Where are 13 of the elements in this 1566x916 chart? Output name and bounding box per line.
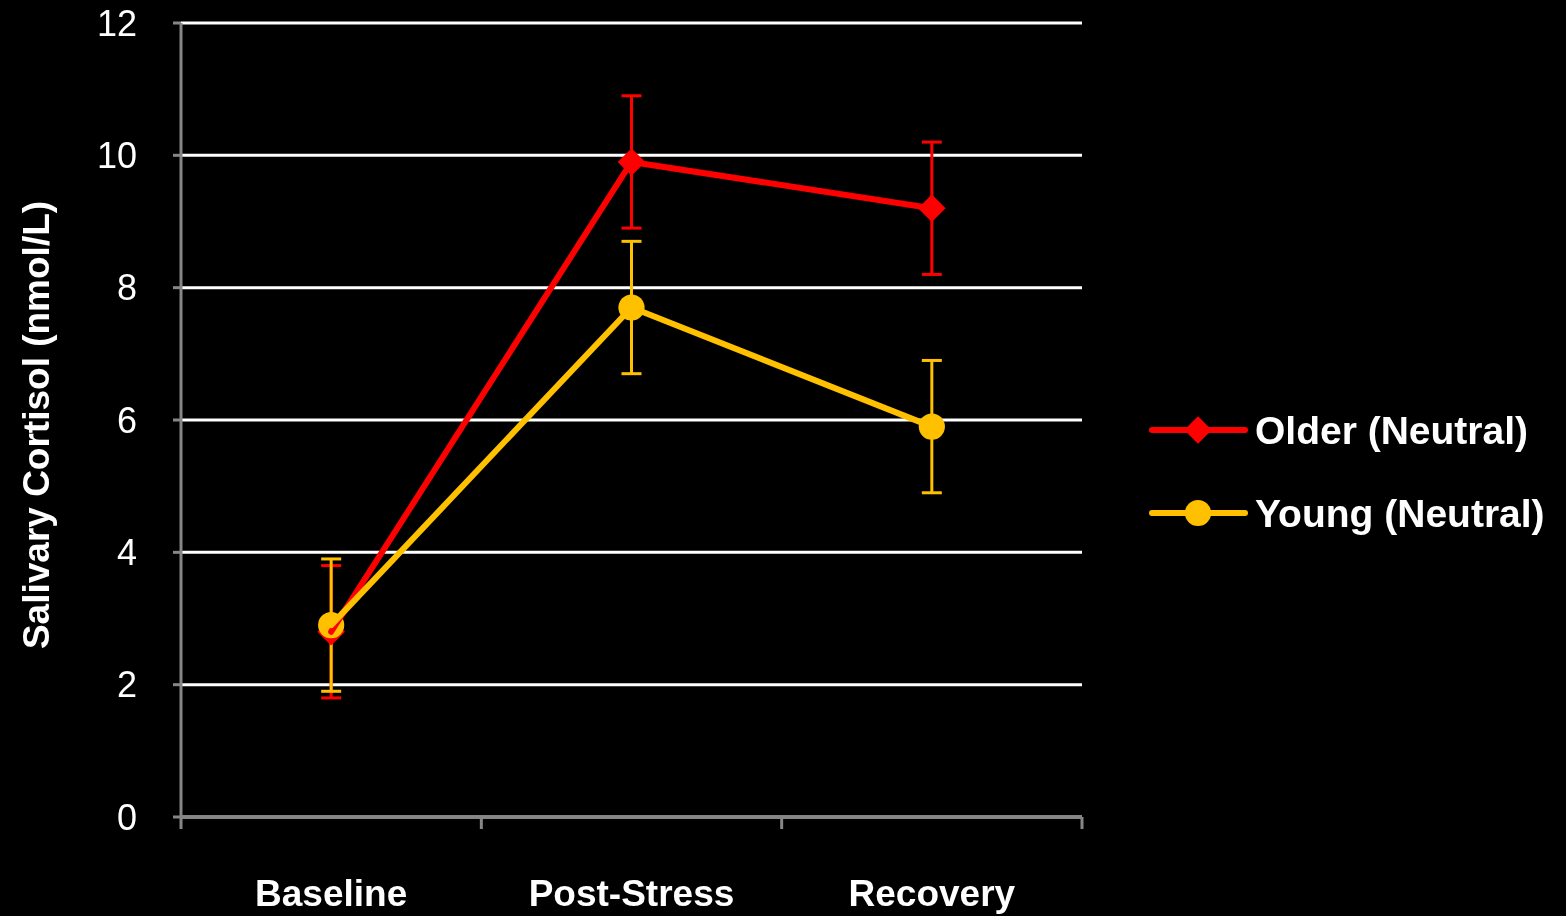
legend-label: Young (Neutral) [1255, 491, 1545, 535]
legend-label: Older (Neutral) [1255, 408, 1529, 452]
y-tick-label: 4 [116, 531, 137, 573]
y-tick-label: 12 [96, 2, 137, 44]
y-tick-label: 8 [116, 267, 137, 309]
x-tick-label: Recovery [848, 872, 1016, 914]
y-tick-label: 10 [96, 134, 137, 176]
y-tick-label: 6 [116, 399, 137, 441]
y-tick-label: 0 [116, 796, 137, 838]
x-tick-label: Baseline [255, 872, 408, 914]
y-tick-label: 2 [116, 664, 137, 706]
x-tick-label: Post-Stress [528, 872, 735, 914]
y-axis-title: Salivary Cortisol (nmol/L) [15, 200, 57, 650]
